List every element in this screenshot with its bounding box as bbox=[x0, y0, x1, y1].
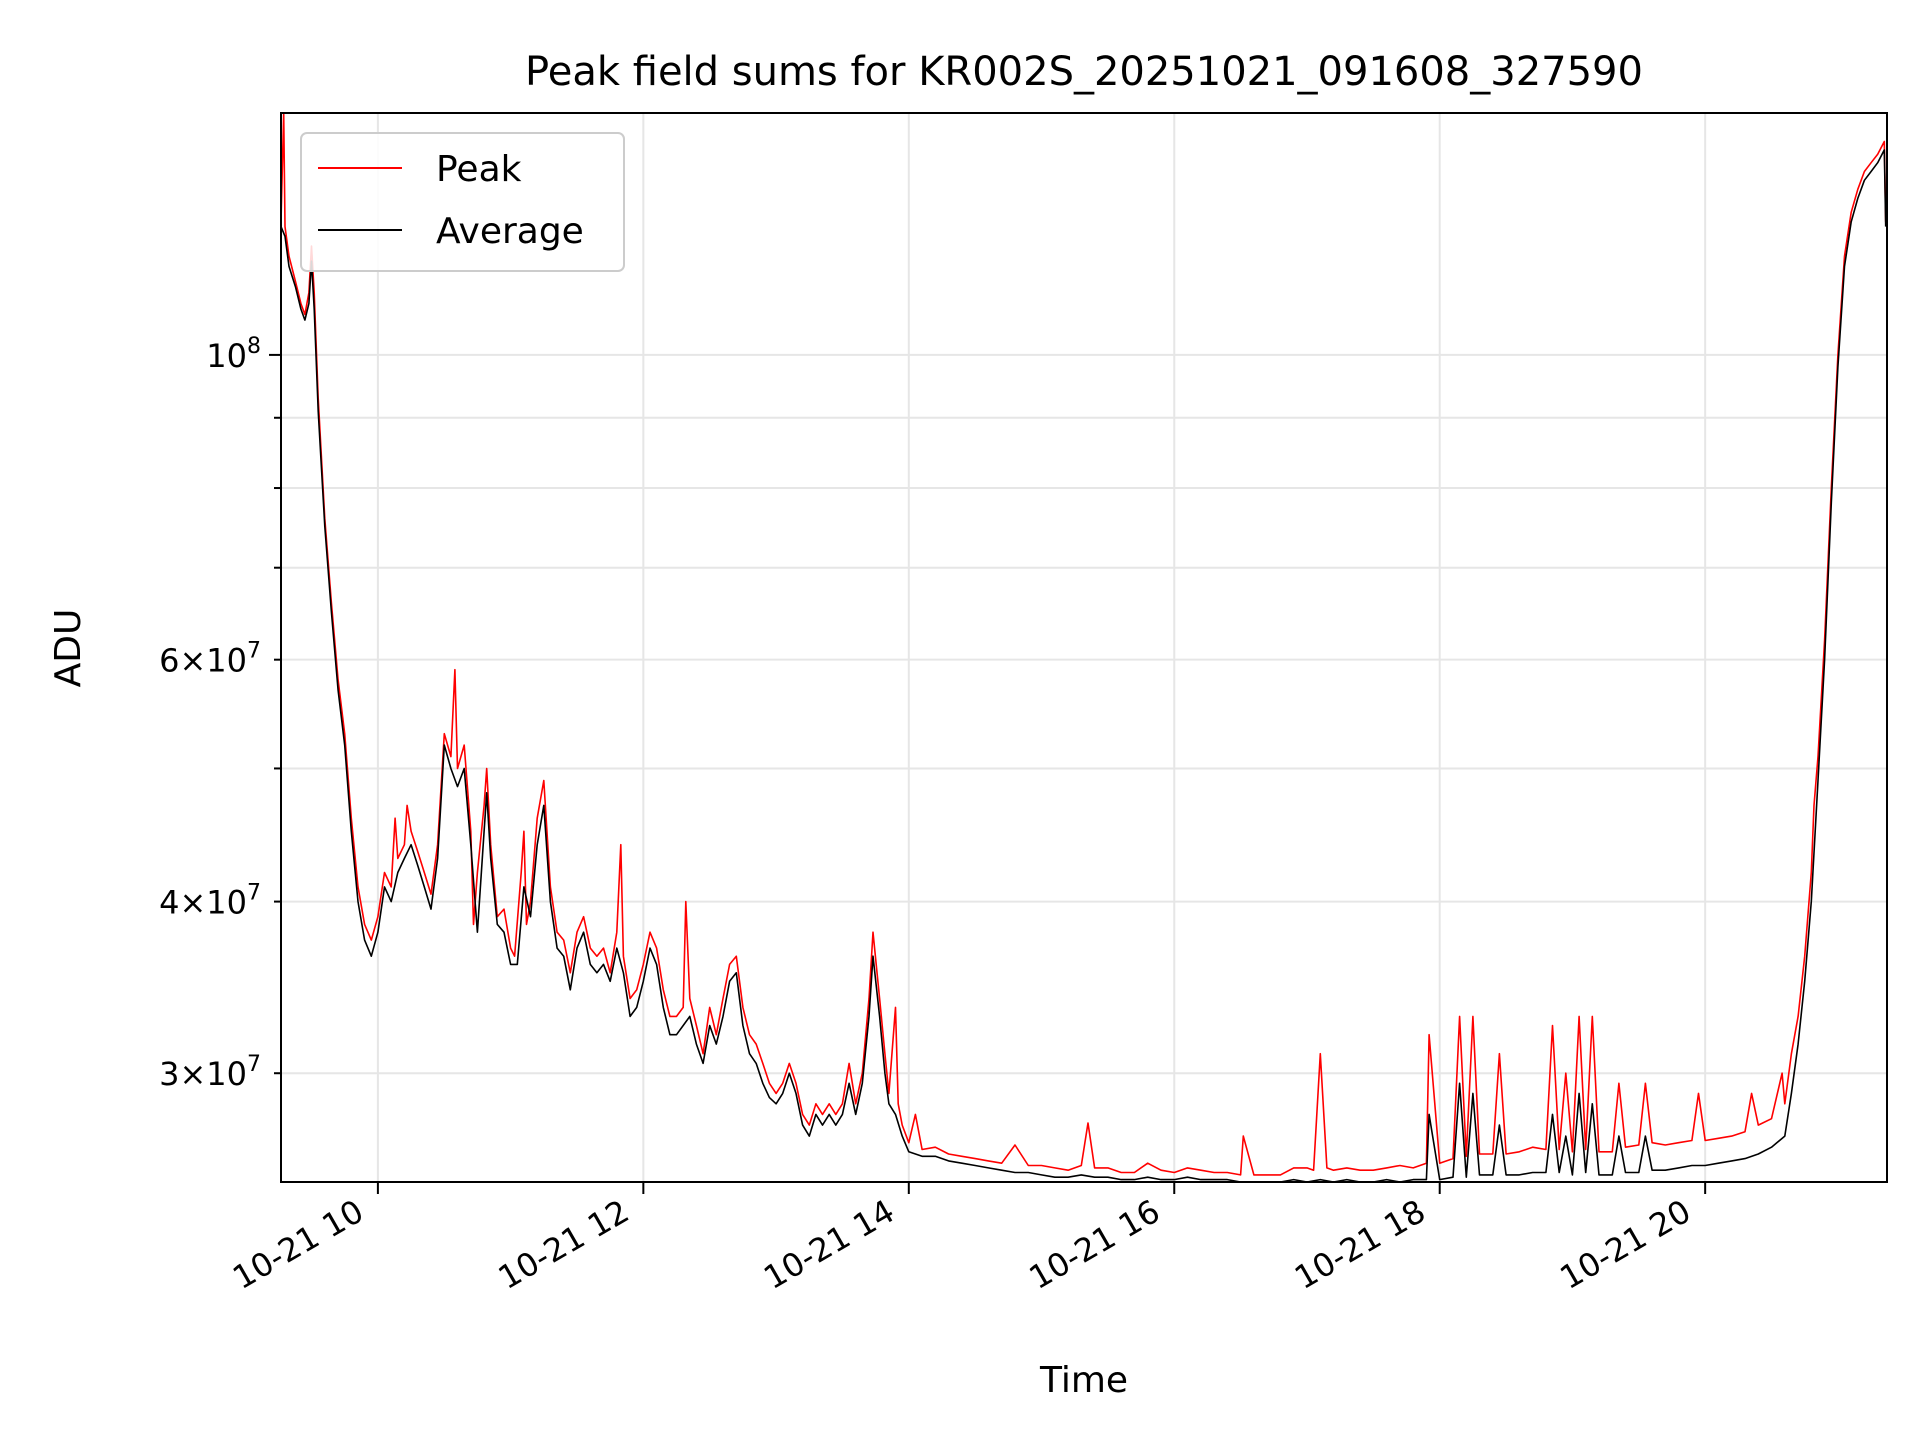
y-tick-label: 6×107 bbox=[159, 639, 261, 680]
y-tick-label: 4×107 bbox=[159, 881, 261, 922]
grid-lines bbox=[281, 113, 1887, 1182]
series-line-peak bbox=[281, 113, 1887, 1176]
plot-frame bbox=[280, 112, 1888, 1183]
y-axis-label: ADU bbox=[48, 609, 89, 688]
chart-title: Peak field sums for KR002S_20251021_0916… bbox=[525, 49, 1643, 95]
x-axis-label: Time bbox=[1039, 1360, 1128, 1401]
legend-label-average: Average bbox=[436, 211, 584, 252]
legend: Peak Average bbox=[300, 132, 625, 272]
y-tick-label: 3×107 bbox=[159, 1052, 261, 1093]
y-tick-label: 108 bbox=[206, 334, 261, 375]
legend-label-peak: Peak bbox=[436, 149, 522, 190]
series-line-average bbox=[281, 149, 1887, 1182]
series-layer bbox=[281, 113, 1887, 1182]
